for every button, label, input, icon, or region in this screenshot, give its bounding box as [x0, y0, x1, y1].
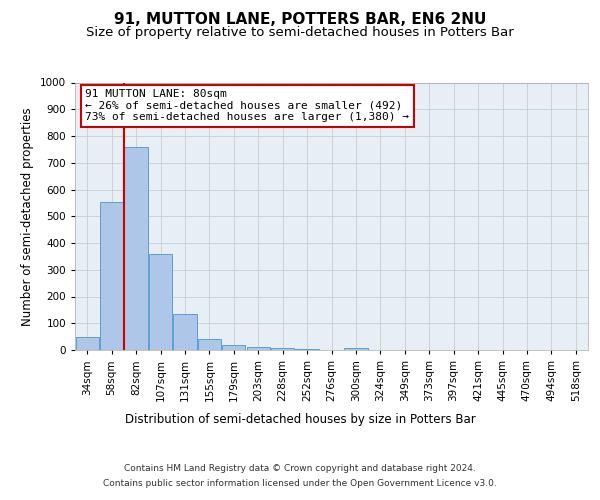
Bar: [247, 346, 270, 350]
Text: 91 MUTTON LANE: 80sqm
← 26% of semi-detached houses are smaller (492)
73% of sem: 91 MUTTON LANE: 80sqm ← 26% of semi-deta…: [85, 89, 409, 122]
Bar: [295, 348, 319, 350]
Text: 91, MUTTON LANE, POTTERS BAR, EN6 2NU: 91, MUTTON LANE, POTTERS BAR, EN6 2NU: [114, 12, 486, 28]
Bar: [100, 202, 123, 350]
Text: Size of property relative to semi-detached houses in Potters Bar: Size of property relative to semi-detach…: [86, 26, 514, 39]
Bar: [149, 254, 172, 350]
Bar: [173, 314, 197, 350]
Bar: [271, 348, 294, 350]
Text: Contains HM Land Registry data © Crown copyright and database right 2024.: Contains HM Land Registry data © Crown c…: [124, 464, 476, 473]
Y-axis label: Number of semi-detached properties: Number of semi-detached properties: [21, 107, 34, 326]
Bar: [76, 336, 99, 350]
Bar: [124, 146, 148, 350]
Bar: [344, 348, 368, 350]
Bar: [198, 340, 221, 350]
Text: Distribution of semi-detached houses by size in Potters Bar: Distribution of semi-detached houses by …: [125, 412, 475, 426]
Bar: [222, 345, 245, 350]
Text: Contains public sector information licensed under the Open Government Licence v3: Contains public sector information licen…: [103, 479, 497, 488]
